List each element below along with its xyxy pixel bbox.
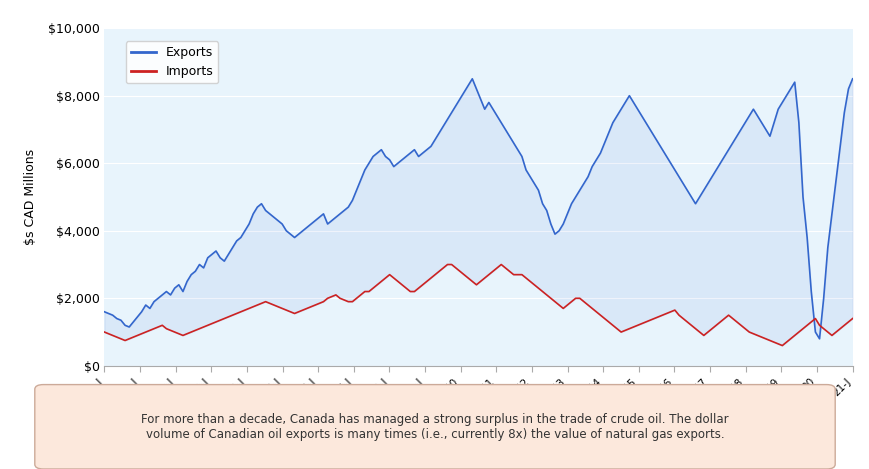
Imports xyxy=(441,262,452,267)
Imports xyxy=(582,302,593,308)
Exports xyxy=(846,76,857,82)
Exports xyxy=(474,96,485,102)
Imports xyxy=(438,265,448,271)
Imports xyxy=(479,275,489,281)
Text: For more than a decade, Canada has managed a strong surplus in the trade of crud: For more than a decade, Canada has manag… xyxy=(141,413,728,441)
Exports xyxy=(347,197,357,203)
Y-axis label: $s CAD Millions: $s CAD Millions xyxy=(23,149,36,245)
Legend: Exports, Imports: Exports, Imports xyxy=(125,41,218,83)
Exports xyxy=(467,76,477,82)
Line: Imports: Imports xyxy=(104,265,852,346)
Imports xyxy=(401,285,411,291)
Imports xyxy=(474,279,485,284)
Exports xyxy=(582,174,593,180)
X-axis label: Year & Month: Year & Month xyxy=(425,409,531,423)
Line: Exports: Exports xyxy=(104,79,852,339)
Exports xyxy=(438,123,448,129)
Imports xyxy=(776,343,786,348)
Exports xyxy=(99,309,109,315)
Exports xyxy=(813,336,824,341)
Imports xyxy=(99,329,109,335)
Exports xyxy=(479,106,489,112)
Exports xyxy=(401,154,411,159)
Imports xyxy=(347,299,357,304)
Imports xyxy=(846,316,857,321)
